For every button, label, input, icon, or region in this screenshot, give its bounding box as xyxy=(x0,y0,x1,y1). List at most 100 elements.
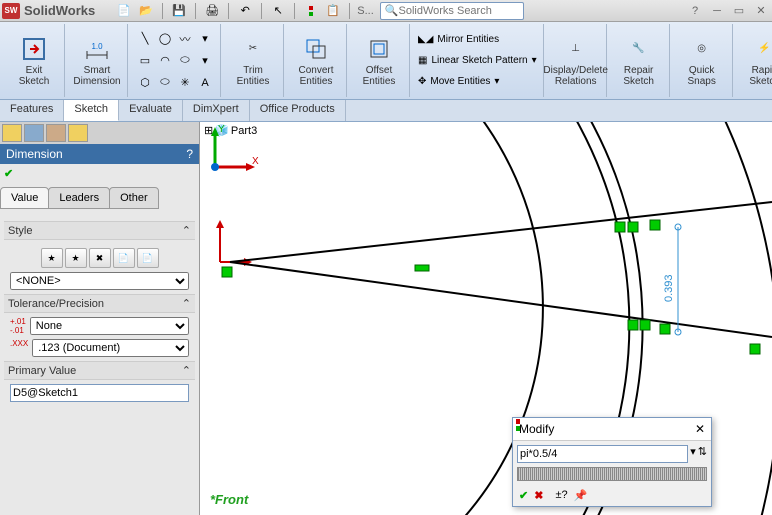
constraint-sq-5[interactable] xyxy=(628,320,638,330)
arc-tool[interactable]: ◠ xyxy=(156,51,174,71)
modify-dropdown[interactable]: ▾ xyxy=(690,445,696,463)
select-button[interactable]: ↖ xyxy=(269,2,287,20)
constraint-eq[interactable] xyxy=(415,265,429,271)
tab-evaluate[interactable]: Evaluate xyxy=(119,100,183,121)
fm-tab-4[interactable] xyxy=(68,124,88,142)
modify-close-button[interactable]: ✕ xyxy=(695,422,705,436)
constraint-sq-3[interactable] xyxy=(628,222,638,232)
display-relations-button[interactable]: ⊥ Display/Delete Relations xyxy=(552,33,600,89)
dropdown-1[interactable]: ▾ xyxy=(196,29,214,49)
constraint-sq-6[interactable] xyxy=(640,320,650,330)
mirror-entities-button[interactable]: ◣◢Mirror Entities xyxy=(418,30,537,50)
rebuild-button[interactable] xyxy=(302,2,320,20)
help-button[interactable]: ? xyxy=(686,3,704,19)
line-tool[interactable]: ╲ xyxy=(136,29,154,49)
ellipse-tool[interactable]: ⬭ xyxy=(176,51,194,71)
modify-input[interactable] xyxy=(517,445,688,463)
offset-entities-button[interactable]: Offset Entities xyxy=(355,33,403,89)
new-doc-button[interactable]: 📄 xyxy=(115,2,133,20)
spline-tool[interactable]: 〰 xyxy=(176,29,194,49)
thumbwheel[interactable] xyxy=(517,467,707,481)
slot-tool[interactable]: ⬭ xyxy=(156,73,174,93)
quick-snaps-button[interactable]: ◎ Quick Snaps xyxy=(678,33,726,89)
options-button[interactable]: 📋 xyxy=(324,2,342,20)
style-btn-2[interactable]: ★ xyxy=(65,248,87,268)
open-button[interactable]: 📂 xyxy=(137,2,155,20)
save-button[interactable]: 💾 xyxy=(170,2,188,20)
modify-spinner[interactable]: ⇅ xyxy=(698,445,707,463)
rect-tool[interactable]: ▭ xyxy=(136,51,154,71)
style-btn-3[interactable]: ✖ xyxy=(89,248,111,268)
minimize-button[interactable]: ─ xyxy=(708,3,726,19)
ok-icon[interactable]: ✔ xyxy=(4,168,13,180)
undo-button[interactable]: ↶ xyxy=(236,2,254,20)
view-triad[interactable]: X Y xyxy=(200,122,260,182)
subtab-other[interactable]: Other xyxy=(109,187,159,209)
style-btn-1[interactable]: ★ xyxy=(41,248,63,268)
print-button[interactable]: 🖨 xyxy=(203,2,221,20)
point-tool[interactable]: ✳ xyxy=(176,73,194,93)
tab-dimxpert[interactable]: DimXpert xyxy=(183,100,250,121)
constraint-sq-7[interactable] xyxy=(660,324,670,334)
constraint-sq-2[interactable] xyxy=(615,222,625,232)
convert-entities-button[interactable]: Convert Entities xyxy=(292,33,340,89)
search-icon: 🔍 xyxy=(385,4,399,17)
primary-value-header[interactable]: Primary Value⌃ xyxy=(4,361,195,380)
rapid-sketch-button[interactable]: ⚡ Rapid Sketch xyxy=(741,33,772,89)
primary-value-input[interactable] xyxy=(10,384,189,402)
dimension-display[interactable]: 0.393 xyxy=(663,224,681,335)
text-tool[interactable]: A xyxy=(196,73,214,93)
style-select[interactable]: <NONE> xyxy=(10,272,189,290)
constraint-sq[interactable] xyxy=(222,267,232,277)
line-bot[interactable] xyxy=(230,262,772,337)
precision-select[interactable]: .123 (Document) xyxy=(32,339,189,357)
subtab-leaders[interactable]: Leaders xyxy=(48,187,110,209)
fm-tab-3[interactable] xyxy=(46,124,66,142)
circle-tool[interactable]: ◯ xyxy=(156,29,174,49)
tab-office[interactable]: Office Products xyxy=(250,100,346,121)
rapid-icon: ⚡ xyxy=(751,35,772,63)
move-entities-button[interactable]: ✥Move Entities▾ xyxy=(418,72,537,92)
modify-mark-button[interactable]: 📌 xyxy=(574,489,588,502)
dropdown-2[interactable]: ▾ xyxy=(196,51,214,71)
constraint-sq-8[interactable] xyxy=(750,344,760,354)
style-btn-5[interactable]: 📄 xyxy=(137,248,159,268)
trim-entities-button[interactable]: ✂ Trim Entities xyxy=(229,33,277,89)
modify-title: Modify xyxy=(519,422,554,436)
feature-manager-tabs xyxy=(0,122,199,144)
fm-tab-1[interactable] xyxy=(2,124,22,142)
tolerance-header[interactable]: Tolerance/Precision⌃ xyxy=(4,294,195,313)
fm-tab-2[interactable] xyxy=(24,124,44,142)
modify-reverse-button[interactable]: ±? xyxy=(555,489,567,502)
exit-sketch-button[interactable]: Exit Sketch xyxy=(10,33,58,89)
modify-cancel-button[interactable]: ✖ xyxy=(534,489,543,502)
style-btn-4[interactable]: 📄 xyxy=(113,248,135,268)
offset-icon xyxy=(365,35,393,63)
mirror-icon: ◣◢ xyxy=(418,34,433,45)
linear-pattern-button[interactable]: ▦Linear Sketch Pattern▾ xyxy=(418,51,537,71)
graphics-area[interactable]: ⊞ 🧊 Part3 xyxy=(200,122,772,515)
style-header[interactable]: Style⌃ xyxy=(4,221,195,240)
smart-dimension-icon: 1.0 xyxy=(83,35,111,63)
subtab-value[interactable]: Value xyxy=(0,187,49,209)
command-tabs: Features Sketch Evaluate DimXpert Office… xyxy=(0,100,772,122)
panel-title: Dimension xyxy=(6,147,63,161)
relations-icon: ⊥ xyxy=(562,35,590,63)
app-logo: SW xyxy=(2,3,20,19)
search-box[interactable]: 🔍 xyxy=(380,2,524,20)
tab-features[interactable]: Features xyxy=(0,100,64,121)
ok-bar: ✔ xyxy=(0,164,199,183)
modify-ok-button[interactable]: ✔ xyxy=(519,489,528,502)
search-input[interactable] xyxy=(399,5,519,17)
repair-sketch-button[interactable]: 🔧 Repair Sketch xyxy=(615,33,663,89)
smart-dimension-button[interactable]: 1.0 Smart Dimension xyxy=(73,33,121,89)
tab-sketch[interactable]: Sketch xyxy=(64,100,119,121)
tolerance-select[interactable]: None xyxy=(30,317,189,335)
poly-tool[interactable]: ⬡ xyxy=(136,73,154,93)
close-button[interactable]: ✕ xyxy=(752,3,770,19)
panel-help-icon[interactable]: ? xyxy=(186,147,193,161)
constraint-sq-4[interactable] xyxy=(650,220,660,230)
pattern-icon: ▦ xyxy=(418,55,427,66)
restore-button[interactable]: ▭ xyxy=(730,3,748,19)
line-top[interactable] xyxy=(230,202,772,262)
